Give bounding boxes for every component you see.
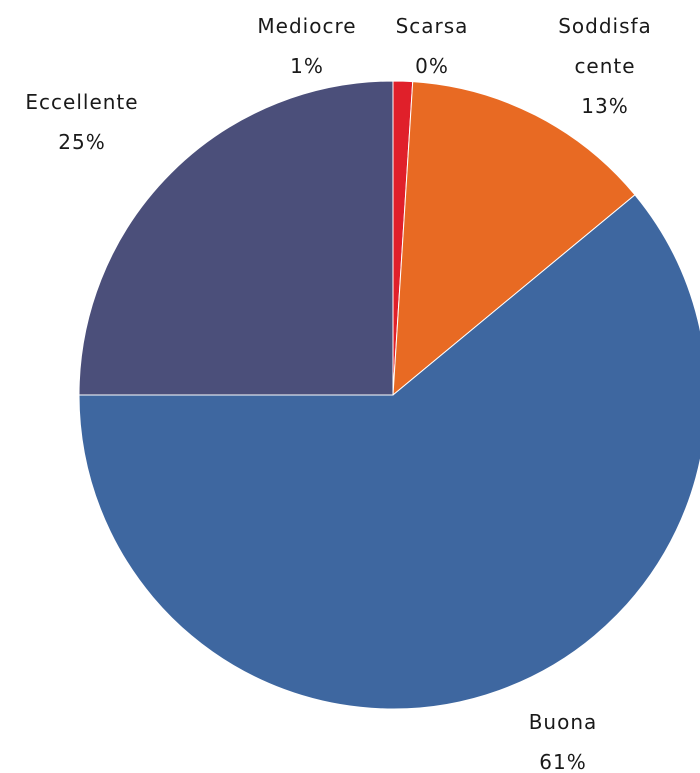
pie-slice [78,194,700,710]
category-label: Scarsa [395,14,469,38]
value-label: 1% [290,54,324,78]
value-label: 13% [581,94,629,118]
slice-label: Soddisfacente 13% [558,6,653,126]
pie-slice [392,81,636,397]
value-label: 25% [58,130,106,154]
category-label: Eccellente [25,90,139,114]
slice-label: Mediocre 1% [247,6,367,86]
value-label: 61% [539,750,587,773]
slice-label: Scarsa 0% [372,6,492,86]
pie-slice [78,80,394,396]
slice-label: Eccellente 25% [12,82,152,162]
category-label: Mediocre [257,14,357,38]
slice-label: Buona 61% [503,702,623,773]
category-label: Soddisfacente [558,14,652,78]
category-label: Buona [528,710,598,734]
value-label: 0% [415,54,449,78]
